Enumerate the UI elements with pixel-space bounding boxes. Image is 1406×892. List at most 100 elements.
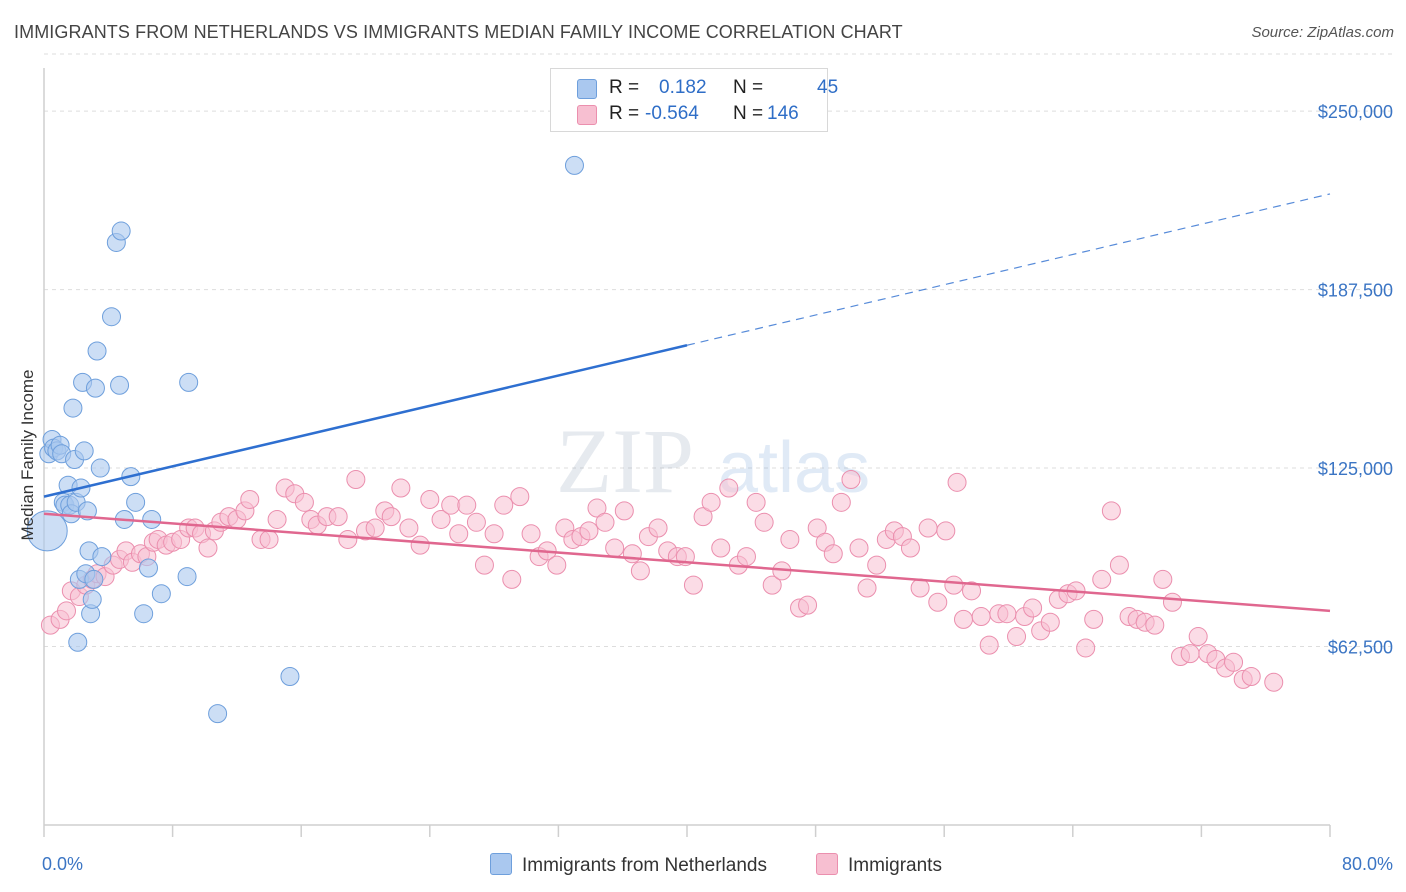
netherlands-trend-line [43, 344, 688, 498]
immigrants-point [474, 555, 494, 575]
y-tick-label: $125,000 [1318, 459, 1393, 479]
immigrants-point [1092, 569, 1112, 589]
immigrants-point [494, 495, 514, 515]
immigrants-point [365, 518, 385, 538]
netherlands-point [87, 341, 107, 361]
immigrants-point [630, 561, 650, 581]
immigrants-point [1084, 609, 1104, 629]
x-tick-label-min: 0.0% [42, 854, 83, 874]
immigrants-point [1109, 555, 1129, 575]
watermark-zip: ZIP [556, 410, 694, 512]
immigrants-point [294, 492, 314, 512]
immigrants-trend-line [43, 512, 1331, 613]
immigrants-point [936, 521, 956, 541]
immigrants-point [1188, 627, 1208, 647]
legend-r-value-netherlands: 0.182 [659, 77, 707, 98]
immigrants-point [420, 489, 440, 509]
netherlands-trend-extension [686, 193, 1331, 346]
immigrants-point [466, 512, 486, 532]
immigrants-point [947, 472, 967, 492]
immigrants-point [910, 578, 930, 598]
immigrants-point [693, 507, 713, 527]
axis-labels: $62,500 $125,000 $187,500 $250,000 0.0% 80.0%… [18, 102, 1393, 874]
legend-swatch-blue [577, 79, 597, 99]
legend-r-label: R = [609, 77, 640, 98]
correlation-legend: R = 0.182 N = 45 R = -0.564 N = 146 [550, 68, 838, 132]
immigrants-point [780, 529, 800, 549]
netherlands-point [68, 632, 88, 652]
immigrants-point [1101, 501, 1121, 521]
immigrants-point [841, 469, 861, 489]
immigrants-point [867, 555, 887, 575]
immigrants-point [1162, 592, 1182, 612]
legend-n-value-immigrants: 146 [767, 103, 799, 124]
netherlands-point [85, 378, 105, 398]
netherlands-point [90, 458, 110, 478]
immigrants-point [857, 578, 877, 598]
netherlands-point [63, 398, 83, 418]
immigrants-point [449, 524, 469, 544]
netherlands-point [142, 509, 162, 529]
immigrants-point [683, 575, 703, 595]
immigrants-point [338, 529, 358, 549]
immigrants-point [849, 538, 869, 558]
immigrants-point [484, 524, 504, 544]
immigrants-point [521, 524, 541, 544]
immigrants-point [431, 509, 451, 529]
immigrants-point [1076, 638, 1096, 658]
immigrants-point [605, 538, 625, 558]
immigrants-point [328, 507, 348, 527]
immigrants-point [346, 469, 366, 489]
immigrants-point [510, 487, 530, 507]
bottom-legend-label-netherlands: Immigrants from Netherlands [522, 855, 767, 876]
legend-n-label: N = [733, 103, 764, 124]
bottom-legend-immigrants: Immigrants [816, 853, 942, 877]
immigrants-point [746, 492, 766, 512]
bottom-legend-swatch-pink [816, 853, 838, 875]
netherlands-point [110, 375, 130, 395]
netherlands-point [77, 501, 97, 521]
bottom-legend-label-immigrants: Immigrants [848, 855, 942, 876]
netherlands-point [564, 155, 584, 175]
netherlands-point [208, 704, 228, 724]
immigrants-point [614, 501, 634, 521]
netherlands-point [151, 584, 171, 604]
immigrants-point [798, 595, 818, 615]
immigrants-point [944, 575, 964, 595]
netherlands-point [84, 569, 104, 589]
netherlands-point [126, 492, 146, 512]
immigrants-point [762, 575, 782, 595]
immigrants-point [457, 495, 477, 515]
immigrants-point [579, 521, 599, 541]
immigrants-point [240, 489, 260, 509]
chart-source: Source: ZipAtlas.com [1251, 24, 1394, 41]
immigrants-point [1023, 598, 1043, 618]
immigrants-point [711, 538, 731, 558]
immigrants-point [831, 492, 851, 512]
y-tick-label: $187,500 [1318, 281, 1393, 301]
immigrants-point [701, 492, 721, 512]
immigrants-point [953, 609, 973, 629]
netherlands-point [82, 589, 102, 609]
immigrants-point [1264, 672, 1284, 692]
netherlands-point [177, 567, 197, 587]
legend-r-label: R = [609, 103, 640, 124]
legend-n-label: N = [733, 77, 764, 98]
immigrants-point [198, 538, 218, 558]
immigrants-point [595, 512, 615, 532]
immigrants-point [381, 507, 401, 527]
immigrants-point [807, 518, 827, 538]
netherlands-point [26, 510, 68, 552]
netherlands-point [134, 604, 154, 624]
trend-lines [43, 193, 1331, 613]
immigrants-point [1145, 615, 1165, 635]
immigrants-point [547, 555, 567, 575]
y-tick-label: $250,000 [1318, 102, 1393, 122]
immigrants-point [928, 592, 948, 612]
immigrants-point [918, 518, 938, 538]
immigrants-point [823, 544, 843, 564]
immigrants-point [719, 478, 739, 498]
immigrants-point [1040, 612, 1060, 632]
bottom-legend-swatch-blue [490, 853, 512, 875]
